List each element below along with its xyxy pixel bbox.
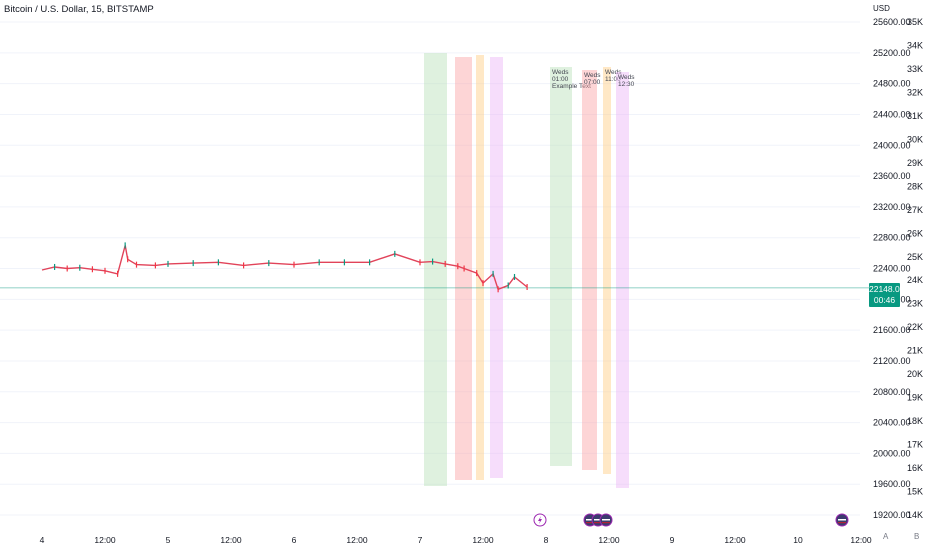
lightning-bolt	[538, 516, 542, 524]
price-axis: 19200.00 19600.00 20000.00 20400.00 20800.00…	[873, 17, 911, 520]
log-scale-button[interactable]: B	[914, 532, 920, 541]
price-series	[41, 242, 528, 293]
price-tick-label: 20000.00	[873, 448, 911, 458]
secondary-tick-label: 14K	[907, 510, 923, 520]
zone-label: 01:00	[552, 76, 569, 83]
us-flag-icon	[835, 513, 849, 527]
secondary-tick-label: 25K	[907, 252, 923, 262]
session-zone	[616, 72, 629, 488]
flag-stripe	[594, 519, 602, 521]
secondary-tick-label: 17K	[907, 440, 923, 450]
price-tick-label: 24000.00	[873, 140, 911, 150]
time-tick-label: 7	[418, 535, 423, 545]
secondary-tick-label: 16K	[907, 463, 923, 473]
time-tick-label: 12:00	[598, 535, 620, 545]
event-icons	[533, 513, 849, 527]
secondary-tick-label: 22K	[907, 322, 923, 332]
flag-stripe	[594, 522, 602, 524]
secondary-tick-label: 34K	[907, 40, 923, 50]
secondary-tick-label: 35K	[907, 17, 923, 27]
flag-stripe	[838, 519, 846, 521]
time-tick-label: 9	[670, 535, 675, 545]
secondary-tick-label: 15K	[907, 487, 923, 497]
price-tick-label: 20800.00	[873, 387, 911, 397]
grid	[0, 21, 860, 516]
flag-stripe	[586, 522, 594, 524]
price-tick-label: 24800.00	[873, 79, 911, 89]
auto-scale-button[interactable]: A	[883, 532, 889, 541]
secondary-tick-label: 27K	[907, 205, 923, 215]
time-tick-label: 12:00	[346, 535, 368, 545]
zone-label: 12:30	[618, 81, 635, 88]
price-tick-label: 20400.00	[873, 418, 911, 428]
time-tick-label: 6	[292, 535, 297, 545]
us-flag-icon	[599, 513, 613, 527]
flag-stripe	[602, 519, 610, 521]
price-tick-label: 19600.00	[873, 479, 911, 489]
session-zone	[476, 55, 484, 480]
zone-label: Weds	[584, 72, 601, 79]
secondary-tick-label: 21K	[907, 346, 923, 356]
zone-label: Weds	[552, 69, 569, 76]
price-line	[41, 245, 528, 291]
time-tick-label: 12:00	[472, 535, 494, 545]
time-tick-label: 5	[166, 535, 171, 545]
time-tick-label: 4	[40, 535, 45, 545]
lightning-icon	[533, 513, 547, 527]
zone-label: Weds	[618, 74, 635, 81]
secondary-tick-label: 30K	[907, 134, 923, 144]
session-zone	[582, 70, 597, 470]
price-tick-label: 19200.00	[873, 510, 911, 520]
secondary-tick-label: 33K	[907, 64, 923, 74]
secondary-tick-label: 29K	[907, 158, 923, 168]
flag-stripe	[586, 519, 594, 521]
price-tick-label: 22400.00	[873, 264, 911, 274]
price-tick-label: 21600.00	[873, 325, 911, 335]
price-tick-label: 23600.00	[873, 171, 911, 181]
flag-stripe	[838, 522, 846, 524]
countdown-timer: 00:46	[873, 295, 896, 305]
price-tick-label: 23200.00	[873, 202, 911, 212]
symbol-title: Bitcoin / U.S. Dollar, 15, BITSTAMP	[4, 4, 154, 15]
price-tick-label: 22800.00	[873, 233, 911, 243]
secondary-tick-label: 28K	[907, 181, 923, 191]
price-tick-label: 24400.00	[873, 109, 911, 119]
session-zone	[550, 67, 572, 466]
time-tick-label: 12:00	[220, 535, 242, 545]
time-axis: 4 12:00 5 12:00 6 12:00 7 12:00 8 12:00 9 12:00 10 12…	[40, 535, 872, 545]
secondary-price-axis: 14K 15K 16K 17K 18K 19K 20K 21K 22K 23K 24K 25K 26K 2…	[907, 17, 923, 520]
time-tick-label: 10	[793, 535, 803, 545]
secondary-tick-label: 24K	[907, 275, 923, 285]
secondary-tick-label: 26K	[907, 228, 923, 238]
price-tick-label: 25600.00	[873, 17, 911, 27]
time-tick-label: 8	[544, 535, 549, 545]
last-price-badge: 22148.00 00:46	[869, 283, 905, 307]
last-price-value: 22148.00	[869, 284, 905, 294]
price-tick-label: 25200.00	[873, 48, 911, 58]
session-zone	[490, 57, 503, 478]
price-tick-label: 21200.00	[873, 356, 911, 366]
secondary-tick-label: 18K	[907, 416, 923, 426]
secondary-tick-label: 23K	[907, 299, 923, 309]
secondary-tick-label: 32K	[907, 87, 923, 97]
session-zone	[424, 53, 447, 486]
secondary-tick-label: 19K	[907, 393, 923, 403]
zone-label: Weds	[605, 69, 622, 76]
secondary-tick-label: 31K	[907, 111, 923, 121]
zone-label: 11:00	[605, 76, 621, 83]
zone-label: 07:00	[584, 79, 601, 86]
session-zone	[603, 67, 611, 474]
secondary-tick-label: 20K	[907, 369, 923, 379]
zone-label: Example Text	[552, 83, 591, 90]
time-tick-label: 12:00	[94, 535, 116, 545]
time-tick-label: 12:00	[724, 535, 746, 545]
currency-label: USD	[873, 4, 890, 13]
time-tick-label: 12:00	[850, 535, 872, 545]
flag-stripe	[602, 522, 610, 524]
